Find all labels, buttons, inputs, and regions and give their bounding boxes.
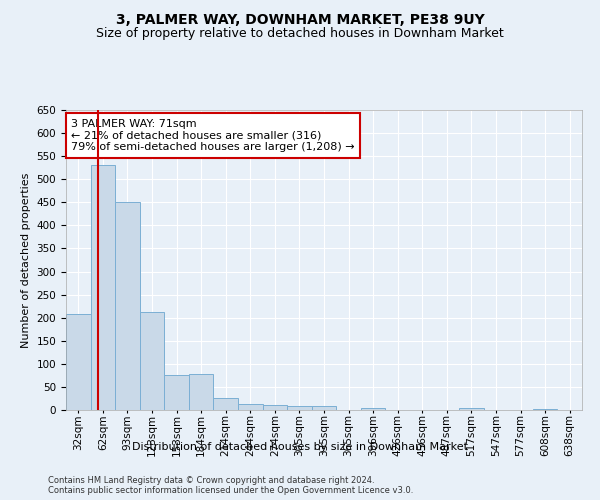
- Bar: [533, 408, 557, 410]
- Text: 3 PALMER WAY: 71sqm
← 21% of detached houses are smaller (316)
79% of semi-detac: 3 PALMER WAY: 71sqm ← 21% of detached ho…: [71, 119, 355, 152]
- Text: 3, PALMER WAY, DOWNHAM MARKET, PE38 9UY: 3, PALMER WAY, DOWNHAM MARKET, PE38 9UY: [116, 12, 484, 26]
- Text: Contains public sector information licensed under the Open Government Licence v3: Contains public sector information licen…: [48, 486, 413, 495]
- Text: Size of property relative to detached houses in Downham Market: Size of property relative to detached ho…: [96, 28, 504, 40]
- Bar: [189, 374, 214, 410]
- Text: Contains HM Land Registry data © Crown copyright and database right 2024.: Contains HM Land Registry data © Crown c…: [48, 476, 374, 485]
- Bar: [164, 376, 189, 410]
- Bar: [238, 404, 263, 410]
- Text: Distribution of detached houses by size in Downham Market: Distribution of detached houses by size …: [132, 442, 468, 452]
- Bar: [214, 398, 238, 410]
- Bar: [115, 202, 140, 410]
- Bar: [361, 408, 385, 410]
- Bar: [66, 314, 91, 410]
- Y-axis label: Number of detached properties: Number of detached properties: [21, 172, 31, 348]
- Bar: [140, 312, 164, 410]
- Bar: [263, 406, 287, 410]
- Bar: [91, 166, 115, 410]
- Bar: [287, 406, 312, 410]
- Bar: [312, 406, 336, 410]
- Bar: [459, 408, 484, 410]
